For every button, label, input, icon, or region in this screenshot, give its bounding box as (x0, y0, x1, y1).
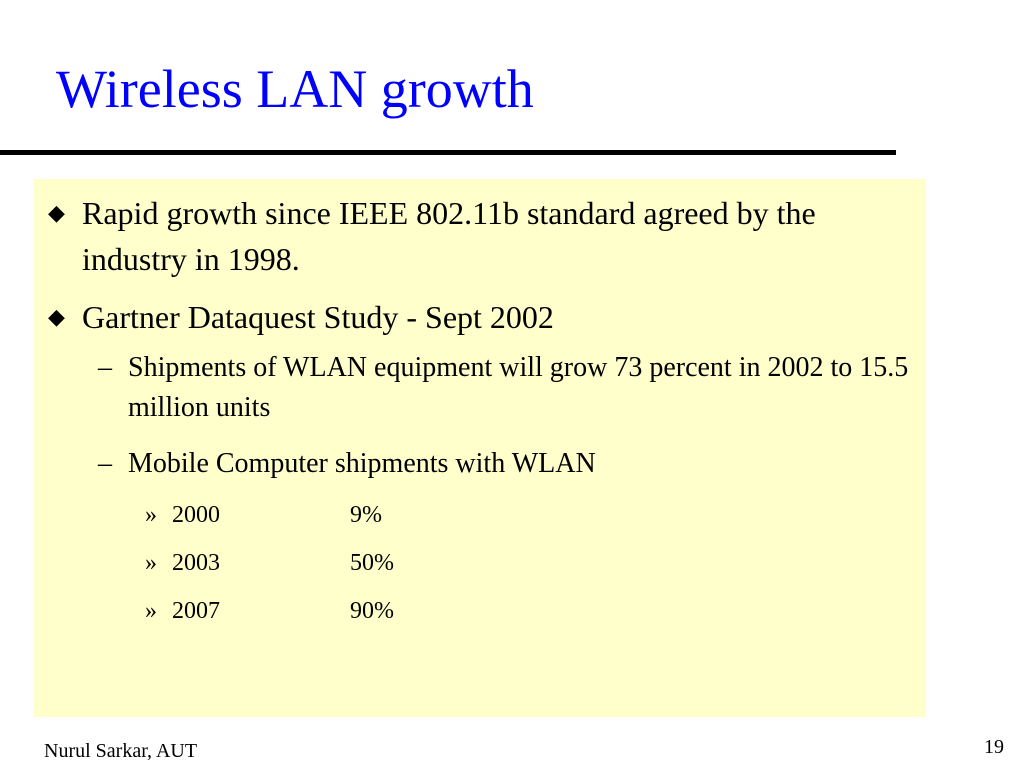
bullet-text: Rapid growth since IEEE 802.11b standard… (82, 195, 816, 277)
sub-bullet-text: Shipments of WLAN equipment will grow 73… (128, 352, 909, 423)
page-number: 19 (984, 736, 1004, 758)
sub-bullet-mobile-shipments: – Mobile Computer shipments with WLAN (98, 444, 918, 484)
content-area (34, 179, 926, 717)
dash-marker: – (98, 352, 112, 383)
stat-value: 90% (350, 598, 394, 624)
stat-year: 2000 (172, 502, 220, 528)
stat-year: 2007 (172, 598, 220, 624)
stat-value: 9% (350, 502, 382, 528)
diamond-bullet-icon: ◆ (48, 304, 65, 329)
sub-bullet-shipments: – Shipments of WLAN equipment will grow … (98, 348, 918, 428)
diamond-bullet-icon: ◆ (48, 200, 65, 225)
bullet-rapid-growth: ◆ Rapid growth since IEEE 802.11b standa… (48, 190, 908, 282)
title-divider (0, 150, 896, 155)
sub-bullet-text: Mobile Computer shipments with WLAN (128, 448, 596, 479)
chevron-marker: » (145, 502, 157, 528)
dash-marker: – (98, 448, 112, 479)
stat-value: 50% (350, 550, 394, 576)
chevron-marker: » (145, 598, 157, 624)
slide-title: Wireless LAN growth (56, 59, 534, 119)
bullet-gartner-study: ◆ Gartner Dataquest Study - Sept 2002 (48, 294, 908, 340)
bullet-text: Gartner Dataquest Study - Sept 2002 (82, 299, 554, 335)
footer-author: Nurul Sarkar, AUT (44, 740, 198, 762)
stat-year: 2003 (172, 550, 220, 576)
chevron-marker: » (145, 550, 157, 576)
